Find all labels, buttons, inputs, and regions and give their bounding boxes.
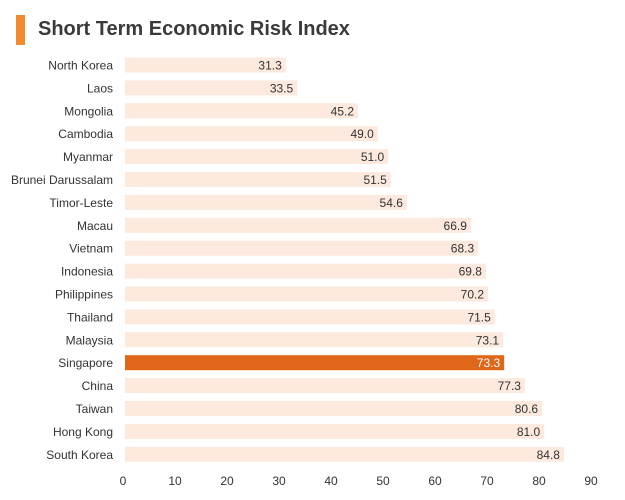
bar: [125, 126, 378, 142]
bar: [125, 446, 564, 462]
bar-highlight: [125, 355, 505, 371]
x-tick-label: 10: [168, 474, 182, 488]
bar: [125, 423, 545, 439]
category-label: Mongolia: [64, 104, 113, 118]
value-label: 51.0: [361, 150, 385, 164]
bar: [125, 378, 525, 394]
x-tick-label: 40: [324, 474, 338, 488]
category-label: North Korea: [48, 59, 113, 73]
x-tick-label: 20: [220, 474, 234, 488]
category-label: Malaysia: [66, 333, 114, 347]
category-label: Laos: [87, 81, 113, 95]
bar: [125, 309, 495, 325]
bar: [125, 194, 407, 210]
chart-title: Short Term Economic Risk Index: [38, 18, 350, 40]
category-label: Philippines: [55, 288, 113, 302]
category-label: Thailand: [67, 310, 113, 324]
category-label: Brunei Darussalam: [11, 173, 113, 187]
x-tick-label: 60: [428, 474, 442, 488]
x-tick-label: 30: [272, 474, 286, 488]
bar: [125, 332, 504, 348]
bar: [125, 103, 359, 119]
value-label: 77.3: [498, 379, 522, 393]
value-label: 71.5: [467, 310, 491, 324]
x-tick-label: 50: [376, 474, 390, 488]
value-label: 54.6: [380, 196, 404, 210]
x-tick-label: 90: [584, 474, 598, 488]
bar: [125, 172, 391, 187]
category-label: Singapore: [58, 356, 113, 370]
value-label: 68.3: [451, 242, 475, 256]
title-accent-bar: [16, 15, 25, 45]
value-label: 81.0: [517, 425, 541, 439]
bar: [125, 401, 543, 416]
x-tick-label: 70: [480, 474, 494, 488]
category-label: Macau: [77, 219, 113, 233]
bar: [125, 80, 298, 96]
value-label: 73.1: [476, 333, 500, 347]
category-label: Indonesia: [61, 265, 113, 279]
value-label: 51.5: [363, 173, 387, 187]
value-label: 80.6: [515, 402, 539, 416]
value-label: 73.3: [477, 356, 501, 370]
x-tick-label: 80: [532, 474, 546, 488]
category-label: Vietnam: [69, 242, 113, 256]
bar: [125, 149, 389, 165]
category-label: Hong Kong: [53, 425, 113, 439]
x-tick-label: 0: [120, 474, 127, 488]
value-label: 49.0: [350, 127, 374, 141]
category-label: Timor-Leste: [49, 196, 113, 210]
bar: [125, 286, 489, 302]
value-label: 33.5: [270, 81, 294, 95]
bar: [125, 263, 486, 279]
value-label: 45.2: [331, 104, 355, 118]
value-label: 84.8: [537, 448, 561, 462]
category-label: Cambodia: [58, 127, 113, 141]
value-label: 66.9: [444, 219, 468, 233]
bar: [125, 240, 479, 256]
value-label: 31.3: [258, 59, 282, 73]
category-label: South Korea: [46, 448, 113, 462]
bar: [125, 217, 471, 233]
value-label: 70.2: [461, 288, 485, 302]
value-label: 69.8: [459, 265, 483, 279]
bar: [125, 57, 286, 73]
category-label: Taiwan: [76, 402, 113, 416]
category-label: Myanmar: [63, 150, 113, 164]
category-label: China: [82, 379, 114, 393]
